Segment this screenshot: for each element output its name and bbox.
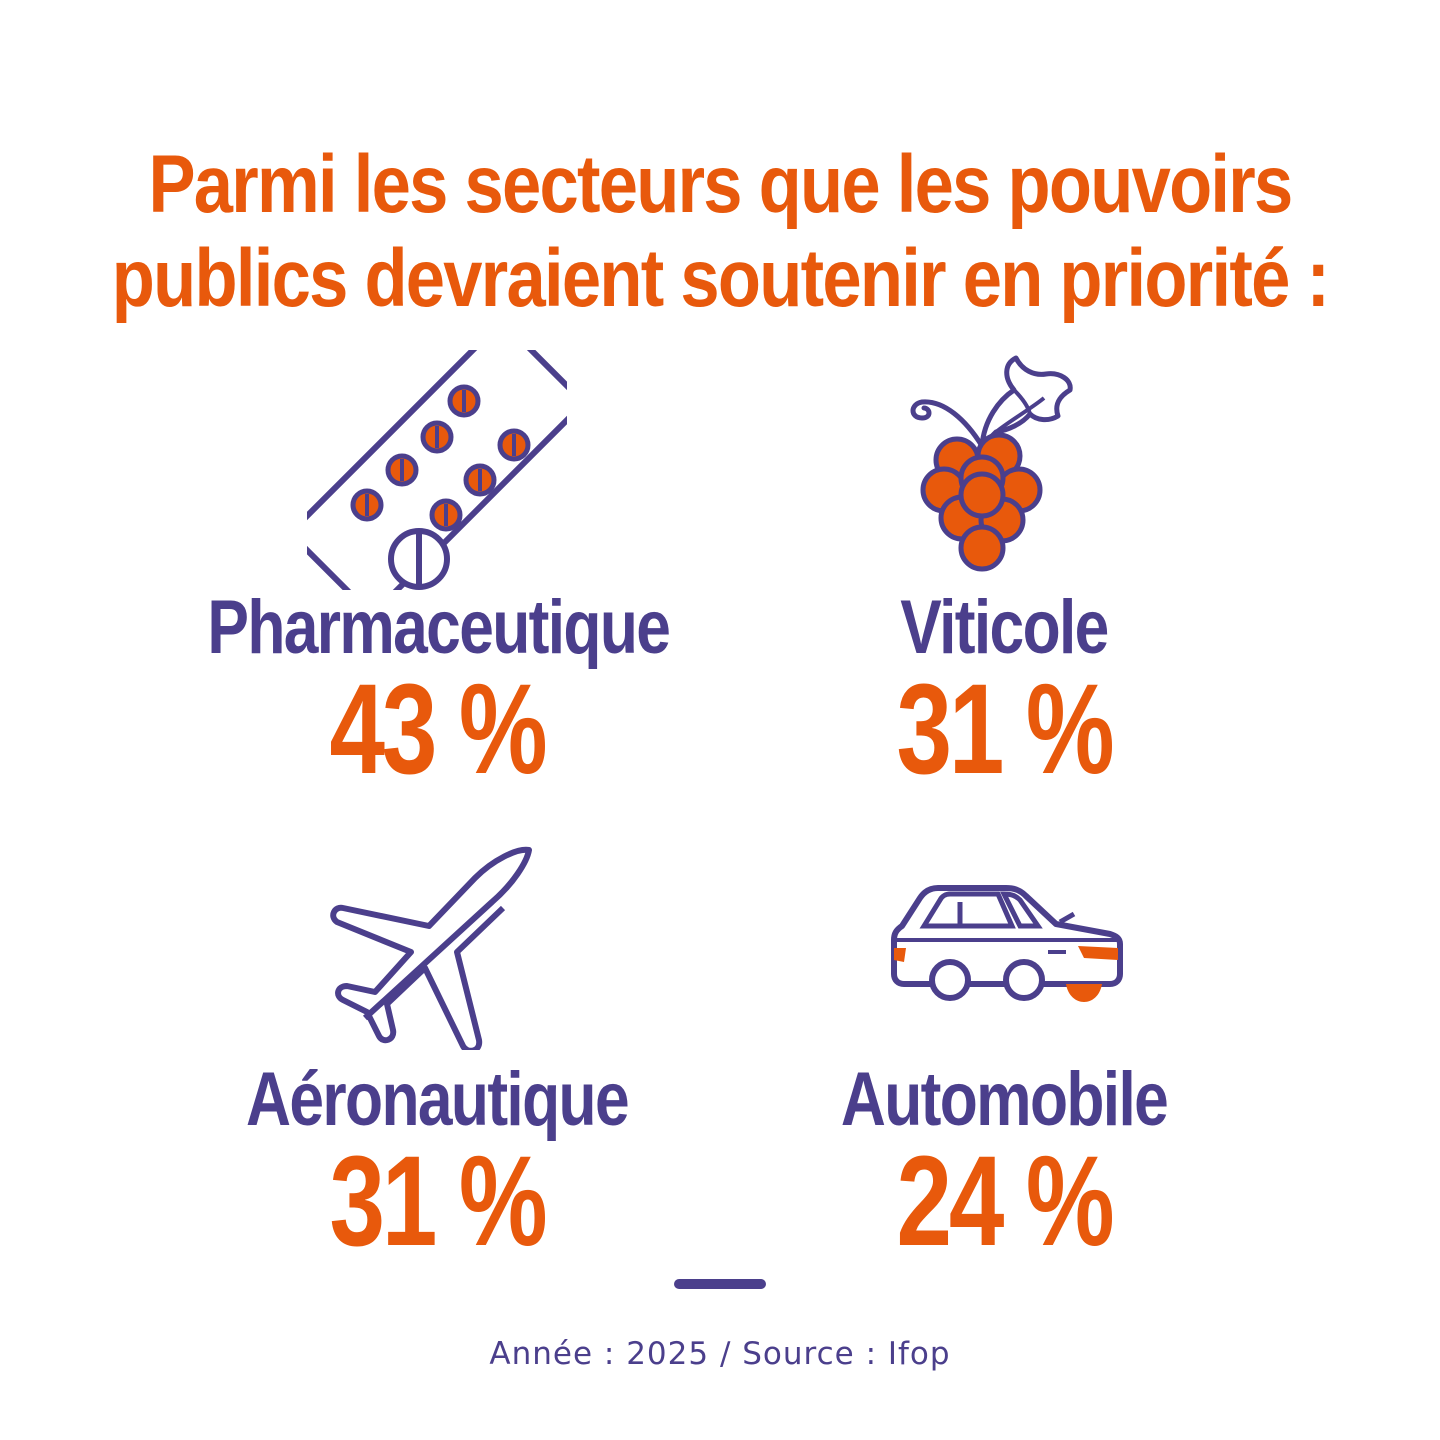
sector-label: Pharmaceutique bbox=[207, 585, 671, 670]
sector-label: Aéronautique bbox=[246, 1057, 630, 1142]
pill-blister-icon bbox=[307, 350, 567, 590]
airplane-icon bbox=[330, 846, 532, 1050]
source-footer: Année : 2025 / Source : Ifop bbox=[489, 1336, 951, 1372]
sector-label: Viticole bbox=[900, 585, 1109, 670]
divider-bar bbox=[674, 1279, 766, 1289]
sector-value: 31 % bbox=[329, 1130, 547, 1273]
car-icon bbox=[891, 885, 1123, 1002]
title-line-2: publics devraient soutenir en priorité : bbox=[111, 233, 1330, 324]
sector-value: 31 % bbox=[896, 658, 1114, 801]
sector-automobile: Automobile 24 % bbox=[724, 840, 1284, 1273]
title-line-1: Parmi les secteurs que les pouvoirs bbox=[148, 139, 1293, 230]
page-title: Parmi les secteurs que les pouvoirs publ… bbox=[101, 138, 1339, 326]
sector-value: 43 % bbox=[329, 658, 547, 801]
sector-aeronautique: Aéronautique 31 % bbox=[157, 840, 717, 1273]
sector-value: 24 % bbox=[896, 1130, 1114, 1273]
grapes-icon bbox=[910, 355, 1073, 572]
sector-pharmaceutique: Pharmaceutique 43 % bbox=[157, 350, 717, 801]
sector-viticole: Viticole 31 % bbox=[724, 350, 1284, 801]
sector-label: Automobile bbox=[840, 1057, 1169, 1142]
